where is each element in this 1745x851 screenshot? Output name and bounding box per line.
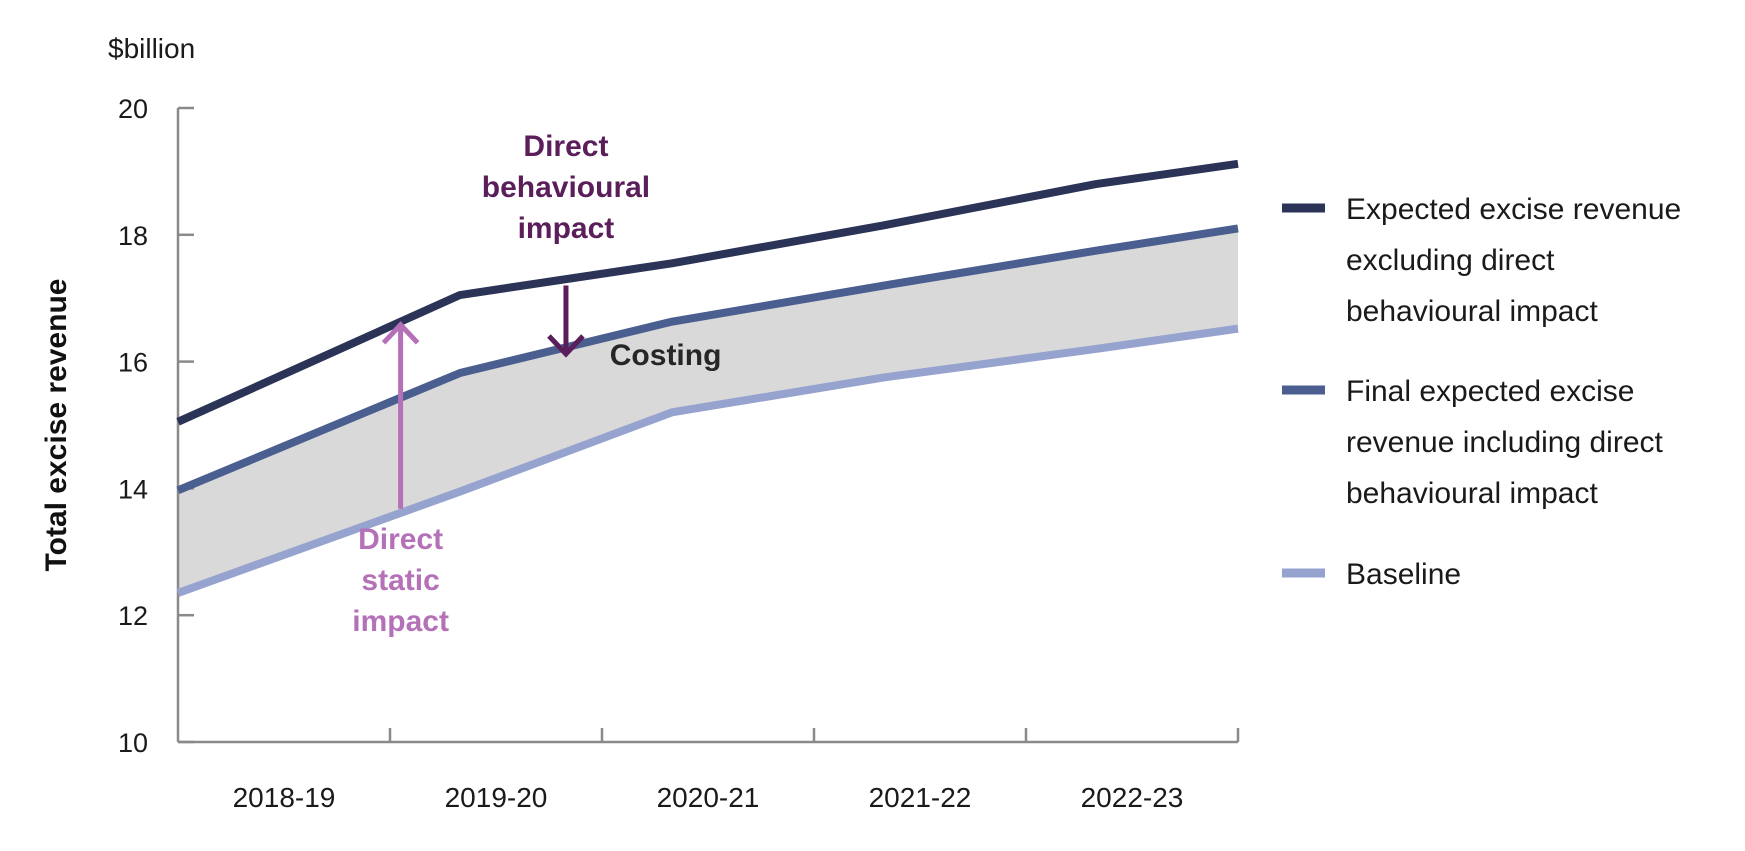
annotation-label-line: behavioural bbox=[482, 171, 650, 204]
annotation-label-line: impact bbox=[518, 212, 615, 245]
annotation-label-line: static bbox=[361, 564, 439, 597]
legend-label-line: excluding direct bbox=[1346, 244, 1555, 277]
costing-shaded-region bbox=[178, 228, 1238, 594]
axes: 10 12 14 16 18 20 2018-19 2019-20 2020-21 2021-22… bbox=[40, 33, 1240, 813]
legend-label-line: Expected excise revenue bbox=[1346, 193, 1681, 226]
series-lines bbox=[176, 159, 1239, 597]
costing-label: Costing bbox=[610, 339, 722, 372]
x-category-label: 2021-22 bbox=[869, 782, 972, 813]
legend-label-line: behavioural impact bbox=[1346, 295, 1598, 328]
x-category-label: 2019-20 bbox=[445, 782, 548, 813]
legend-label-line: behavioural impact bbox=[1346, 477, 1598, 510]
legend-label-line: Final expected excise bbox=[1346, 375, 1635, 408]
annotation-label-line: impact bbox=[352, 605, 449, 638]
unit-label: $billion bbox=[108, 33, 195, 64]
x-category-label: 2020-21 bbox=[657, 782, 760, 813]
series-line-1 bbox=[176, 224, 1239, 494]
annotation-arrow-head bbox=[381, 321, 420, 345]
y-tick-label: 20 bbox=[118, 94, 148, 124]
annotation-label-line: Direct bbox=[523, 130, 608, 163]
annotations: Costing Direct behavioural impact Direct stat… bbox=[352, 130, 721, 638]
y-tick-label: 10 bbox=[118, 728, 148, 758]
series-line-0 bbox=[176, 159, 1239, 426]
costing-shaded-region-layer bbox=[178, 228, 1238, 594]
series-line-2 bbox=[176, 324, 1239, 597]
y-tick-label: 12 bbox=[118, 601, 148, 631]
y-tick-label: 18 bbox=[118, 221, 148, 251]
legend-label-line: Baseline bbox=[1346, 558, 1461, 591]
x-category-label: 2022-23 bbox=[1081, 782, 1184, 813]
x-category-label: 2018-19 bbox=[233, 782, 336, 813]
y-tick-label: 14 bbox=[118, 474, 148, 504]
annotation-label-line: Direct bbox=[358, 523, 443, 556]
legend: Expected excise revenue excluding direct b… bbox=[1282, 193, 1681, 591]
annotation-arrow-head bbox=[547, 334, 585, 358]
legend-label-line: revenue including direct bbox=[1346, 426, 1664, 459]
y-axis-title: Total excise revenue bbox=[40, 279, 73, 572]
y-tick-label: 16 bbox=[118, 348, 148, 378]
